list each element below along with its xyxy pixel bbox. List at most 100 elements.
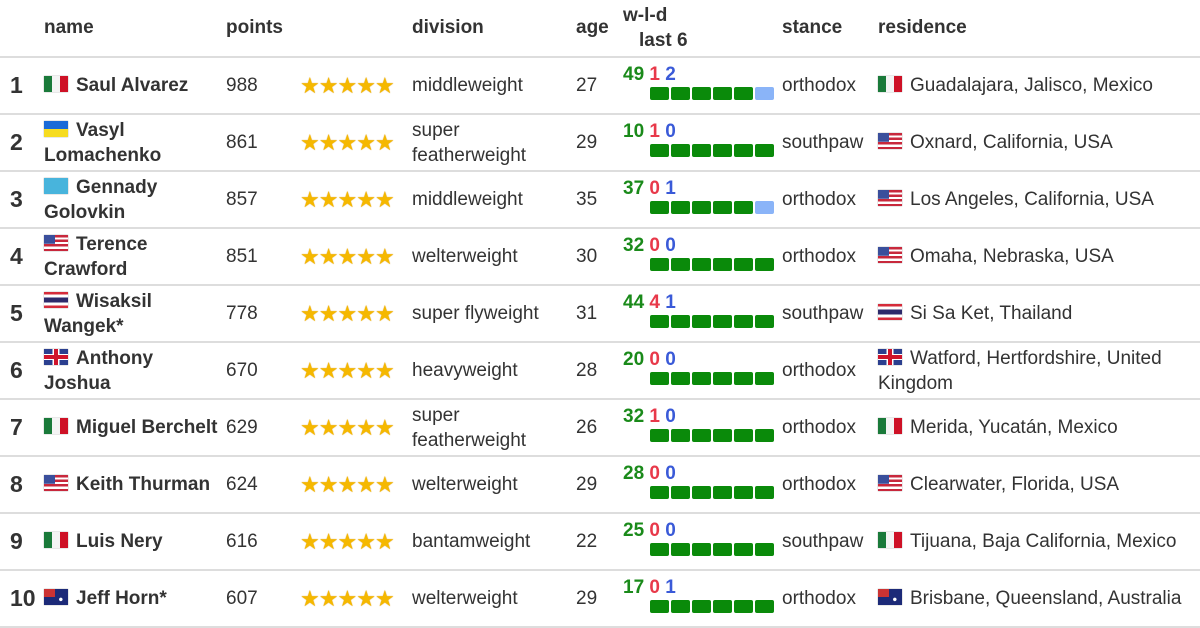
star-icon: ★: [374, 472, 395, 497]
last-6-bars: [650, 87, 774, 100]
division: super flyweight: [408, 285, 572, 343]
last-fight-win-bar: [713, 87, 732, 100]
boxer-name[interactable]: Miguel Berchelt: [76, 417, 218, 438]
age: 30: [572, 228, 618, 286]
last-fight-win-bar: [671, 429, 690, 442]
table-row[interactable]: 5 Wisaksil Wangek* 778 ★★★★★ super flywe…: [0, 285, 1200, 343]
last-fight-win-bar: [671, 201, 690, 214]
residence-cell: Guadalajara, Jalisco, Mexico: [874, 57, 1200, 115]
star-rating: ★★★★★: [296, 513, 408, 571]
star-icon: ★: [356, 301, 376, 326]
division: super featherweight: [408, 399, 572, 457]
star-icon: ★: [318, 472, 339, 497]
stance: southpaw: [778, 285, 874, 343]
last-fight-win-bar: [671, 258, 690, 271]
mexico-flag-icon: [878, 532, 902, 548]
residence: Clearwater, Florida, USA: [910, 474, 1120, 495]
residence: Omaha, Nebraska, USA: [910, 246, 1114, 267]
table-row[interactable]: 8 Keith Thurman 624 ★★★★★ welterweight 2…: [0, 456, 1200, 514]
residence: Brisbane, Queensland, Australia: [910, 588, 1182, 609]
rank: 3: [0, 171, 40, 229]
draws: 0: [665, 349, 676, 370]
boxer-name[interactable]: Vasyl Lomachenko: [44, 119, 162, 166]
header-stance[interactable]: stance: [778, 0, 874, 58]
boxer-name-cell[interactable]: Terence Crawford: [40, 228, 222, 286]
division: middleweight: [408, 57, 572, 115]
header-age[interactable]: age: [572, 0, 618, 58]
last-fight-win-bar: [734, 543, 753, 556]
last-fight-win-bar: [692, 144, 711, 157]
boxer-name-cell[interactable]: Luis Nery: [40, 513, 222, 571]
residence-cell: Watford, Hertfordshire, United Kingdom: [874, 342, 1200, 400]
mexico-flag-icon: [878, 76, 902, 92]
last-fight-win-bar: [713, 600, 732, 613]
last-fight-win-bar: [734, 429, 753, 442]
last-fight-win-bar: [713, 315, 732, 328]
points: 988: [222, 57, 296, 115]
boxer-name-cell[interactable]: Gennady Golovkin: [40, 171, 222, 229]
record-cell: 49 1 2: [618, 57, 778, 115]
stance: orthodox: [778, 456, 874, 514]
record-cell: 44 4 1: [618, 285, 778, 343]
table-row[interactable]: 7 Miguel Berchelt 629 ★★★★★ super feathe…: [0, 399, 1200, 457]
boxer-name[interactable]: Anthony Joshua: [44, 347, 154, 394]
header-points[interactable]: points: [222, 0, 296, 58]
usa-flag-icon: [878, 247, 902, 263]
table-row[interactable]: 1 Saul Alvarez 988 ★★★★★ middleweight 27…: [0, 57, 1200, 115]
australia-flag-icon: [878, 589, 902, 605]
header-rank: [0, 0, 40, 58]
wins: 32: [623, 406, 645, 427]
last-fight-win-bar: [734, 486, 753, 499]
boxer-name-cell[interactable]: Jeff Horn*: [40, 570, 222, 628]
table-row[interactable]: 4 Terence Crawford 851 ★★★★★ welterweigh…: [0, 228, 1200, 286]
star-icon: ★: [337, 244, 357, 269]
table-row[interactable]: 2 Vasyl Lomachenko 861 ★★★★★ super feath…: [0, 114, 1200, 172]
boxer-name[interactable]: Jeff Horn*: [76, 588, 167, 609]
losses: 1: [649, 406, 660, 427]
star-rating: ★★★★★: [296, 456, 408, 514]
boxer-name-cell[interactable]: Keith Thurman: [40, 456, 222, 514]
division: super featherweight: [408, 114, 572, 172]
record-cell: 20 0 0: [618, 342, 778, 400]
boxer-name[interactable]: Keith Thurman: [76, 474, 211, 495]
australia-flag-icon: [44, 589, 68, 605]
draws: 0: [665, 121, 676, 142]
star-icon: ★: [356, 73, 376, 98]
draws: 1: [665, 577, 676, 598]
usa-flag-icon: [878, 133, 902, 149]
boxer-name[interactable]: Luis Nery: [76, 531, 163, 552]
stance: orthodox: [778, 342, 874, 400]
residence-cell: Tijuana, Baja California, Mexico: [874, 513, 1200, 571]
boxer-name[interactable]: Wisaksil Wangek*: [44, 290, 152, 337]
boxer-name-cell[interactable]: Saul Alvarez: [40, 57, 222, 115]
age: 29: [572, 456, 618, 514]
star-icon: ★: [337, 130, 357, 155]
boxer-name[interactable]: Gennady Golovkin: [44, 176, 158, 223]
points: 629: [222, 399, 296, 457]
stance: southpaw: [778, 513, 874, 571]
residence-cell: Clearwater, Florida, USA: [874, 456, 1200, 514]
header-division[interactable]: division: [408, 0, 572, 58]
residence-cell: Brisbane, Queensland, Australia: [874, 570, 1200, 628]
star-icon: ★: [318, 586, 339, 611]
table-row[interactable]: 9 Luis Nery 616 ★★★★★ bantamweight 22 25…: [0, 513, 1200, 571]
last-fight-win-bar: [692, 600, 711, 613]
boxer-name-cell[interactable]: Miguel Berchelt: [40, 399, 222, 457]
star-icon: ★: [337, 586, 357, 611]
residence: Guadalajara, Jalisco, Mexico: [910, 75, 1153, 96]
header-wld[interactable]: w-l-d last 6: [618, 0, 778, 58]
header-name[interactable]: name: [40, 0, 222, 58]
boxer-name[interactable]: Terence Crawford: [44, 233, 148, 280]
table-row[interactable]: 6 Anthony Joshua 670 ★★★★★ heavyweight 2…: [0, 342, 1200, 400]
boxer-name-cell[interactable]: Vasyl Lomachenko: [40, 114, 222, 172]
star-icon: ★: [337, 73, 357, 98]
last-fight-win-bar: [671, 315, 690, 328]
boxer-name-cell[interactable]: Wisaksil Wangek*: [40, 285, 222, 343]
table-row[interactable]: 3 Gennady Golovkin 857 ★★★★★ middleweigh…: [0, 171, 1200, 229]
header-residence[interactable]: residence: [874, 0, 1200, 58]
star-icon: ★: [356, 586, 376, 611]
boxer-name[interactable]: Saul Alvarez: [76, 75, 189, 96]
boxer-name-cell[interactable]: Anthony Joshua: [40, 342, 222, 400]
table-row[interactable]: 10 Jeff Horn* 607 ★★★★★ welterweight 29 …: [0, 570, 1200, 628]
